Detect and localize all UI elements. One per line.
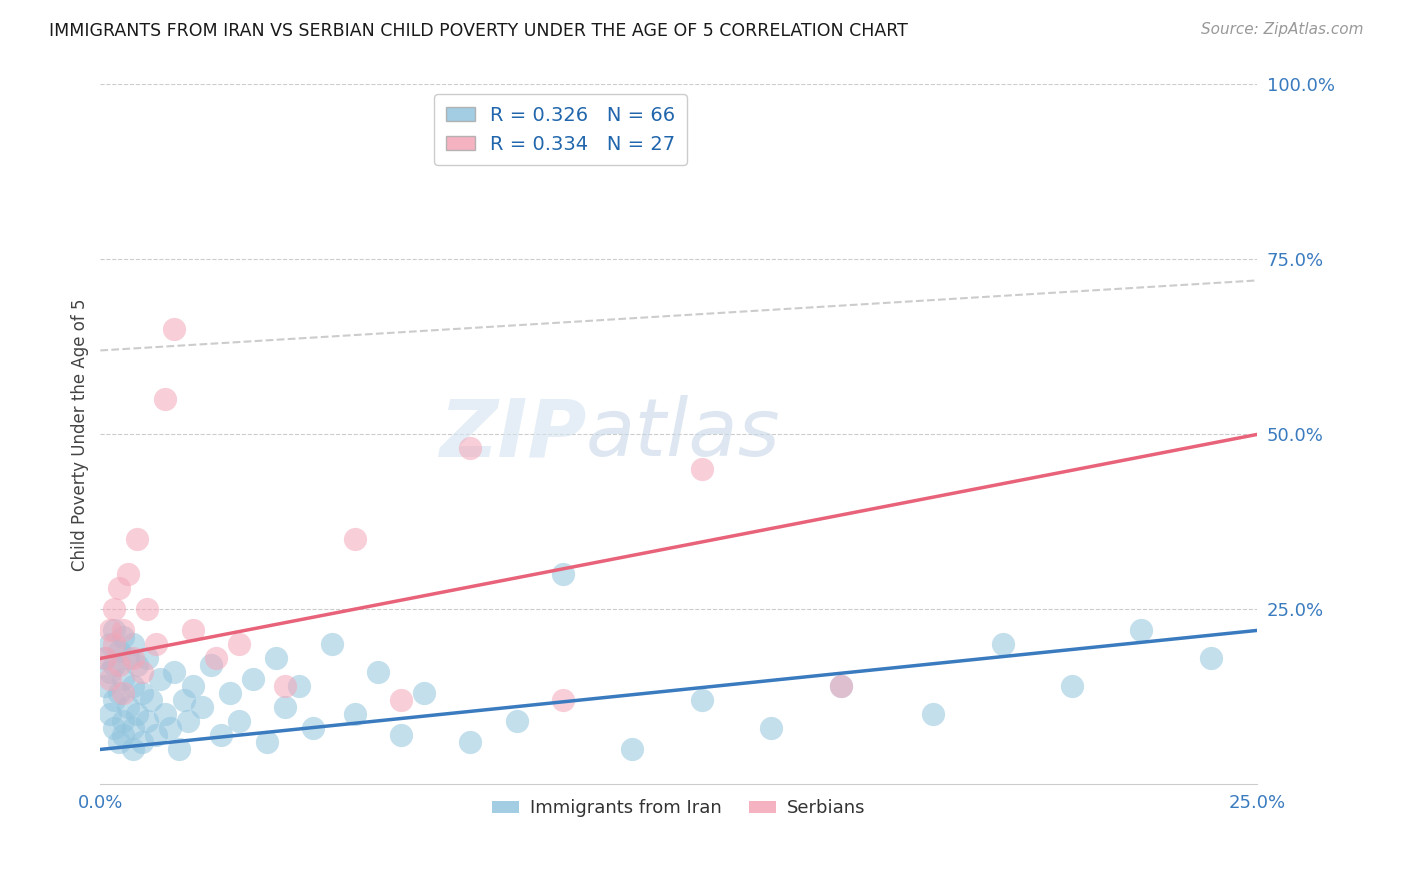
Point [1130, 624, 1153, 638]
Point [94, 651, 117, 665]
Point [135, 714, 157, 729]
Point [121, 637, 143, 651]
Point [135, 651, 157, 665]
Point [228, 714, 250, 729]
Point [163, 322, 186, 336]
Point [145, 637, 167, 651]
Point [1060, 680, 1083, 694]
Point [131, 665, 153, 680]
Point [98, 665, 121, 680]
Point [621, 742, 644, 756]
Point [153, 392, 176, 407]
Point [131, 686, 153, 700]
Point [127, 707, 149, 722]
Point [830, 680, 852, 694]
Point [264, 651, 287, 665]
Point [103, 693, 125, 707]
Point [191, 700, 214, 714]
Point [103, 658, 125, 673]
Point [103, 624, 125, 638]
Point [141, 693, 163, 707]
Point [413, 686, 436, 700]
Point [228, 637, 250, 651]
Point [117, 700, 139, 714]
Point [108, 582, 131, 596]
Point [108, 686, 131, 700]
Point [690, 462, 713, 476]
Point [321, 637, 343, 651]
Point [103, 722, 125, 736]
Point [98, 707, 121, 722]
Point [242, 673, 264, 687]
Point [551, 567, 574, 582]
Point [181, 680, 204, 694]
Point [173, 693, 195, 707]
Point [274, 700, 297, 714]
Point [127, 533, 149, 547]
Point [94, 651, 117, 665]
Point [108, 658, 131, 673]
Point [121, 742, 143, 756]
Point [177, 714, 200, 729]
Y-axis label: Child Poverty Under the Age of 5: Child Poverty Under the Age of 5 [72, 298, 89, 571]
Point [112, 673, 135, 687]
Point [131, 735, 153, 749]
Point [159, 722, 181, 736]
Point [121, 680, 143, 694]
Point [112, 714, 135, 729]
Text: Source: ZipAtlas.com: Source: ZipAtlas.com [1201, 22, 1364, 37]
Point [830, 680, 852, 694]
Point [149, 673, 172, 687]
Point [98, 673, 121, 687]
Point [98, 624, 121, 638]
Point [761, 722, 783, 736]
Point [551, 693, 574, 707]
Point [367, 665, 389, 680]
Point [200, 658, 222, 673]
Text: ZIP: ZIP [439, 395, 586, 474]
Point [121, 651, 143, 665]
Point [181, 624, 204, 638]
Point [389, 728, 412, 742]
Point [288, 680, 311, 694]
Point [112, 686, 135, 700]
Point [112, 624, 135, 638]
Point [460, 735, 482, 749]
Point [205, 651, 228, 665]
Point [108, 735, 131, 749]
Point [145, 728, 167, 742]
Point [167, 742, 190, 756]
Point [127, 658, 149, 673]
Point [103, 637, 125, 651]
Point [991, 637, 1014, 651]
Point [256, 735, 278, 749]
Point [1199, 651, 1222, 665]
Point [209, 728, 232, 742]
Point [121, 722, 143, 736]
Point [460, 442, 482, 456]
Point [302, 722, 325, 736]
Point [98, 637, 121, 651]
Point [112, 728, 135, 742]
Point [117, 651, 139, 665]
Legend: Immigrants from Iran, Serbians: Immigrants from Iran, Serbians [485, 792, 873, 824]
Point [506, 714, 529, 729]
Point [153, 707, 176, 722]
Point [163, 665, 186, 680]
Point [117, 567, 139, 582]
Point [274, 680, 297, 694]
Point [108, 644, 131, 658]
Point [389, 693, 412, 707]
Point [343, 707, 366, 722]
Point [94, 680, 117, 694]
Point [690, 693, 713, 707]
Point [219, 686, 242, 700]
Point [103, 602, 125, 616]
Text: IMMIGRANTS FROM IRAN VS SERBIAN CHILD POVERTY UNDER THE AGE OF 5 CORRELATION CHA: IMMIGRANTS FROM IRAN VS SERBIAN CHILD PO… [49, 22, 908, 40]
Point [922, 707, 945, 722]
Point [112, 631, 135, 645]
Point [135, 602, 157, 616]
Text: atlas: atlas [586, 395, 780, 474]
Point [343, 533, 366, 547]
